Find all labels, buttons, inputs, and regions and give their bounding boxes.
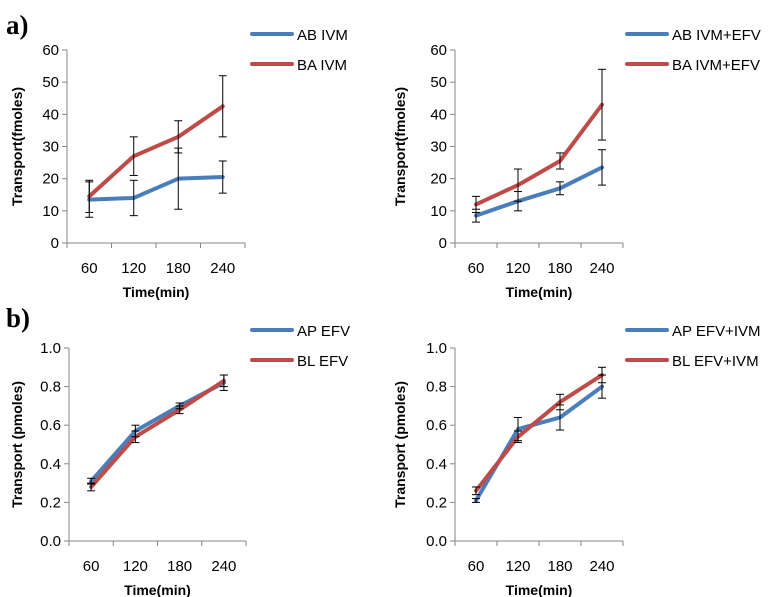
error-bar — [556, 152, 564, 170]
error-bar — [218, 160, 227, 194]
legend-label: BA IVM — [297, 57, 347, 74]
y-tick-label: 0.2 — [40, 494, 61, 511]
error-bar — [472, 195, 480, 213]
x-tick-label: 120 — [505, 260, 530, 277]
x-tick-label: 120 — [123, 558, 148, 575]
x-axis-title: Time(min) — [506, 582, 573, 597]
legend-label: AB IVM+EFV — [672, 27, 761, 44]
y-tick-label: 0.0 — [426, 533, 447, 550]
error-bar — [514, 168, 522, 202]
y-tick-label: 20 — [42, 171, 59, 188]
y-tick-label: 60 — [430, 42, 447, 59]
y-tick-label: 0 — [51, 235, 59, 252]
legend-label: BL EFV — [297, 353, 348, 370]
y-tick-label: 0.4 — [40, 456, 61, 473]
y-tick-label: 30 — [430, 139, 447, 156]
y-tick-label: 40 — [42, 106, 59, 123]
error-bar — [514, 430, 522, 444]
error-bar — [598, 68, 606, 141]
x-tick-label: 60 — [468, 558, 485, 575]
y-tick-label: 1.0 — [40, 340, 61, 357]
x-tick-label: 120 — [505, 558, 530, 575]
error-bar — [129, 179, 138, 217]
x-tick-label: 240 — [210, 260, 235, 277]
x-tick-label: 60 — [83, 558, 100, 575]
series-line-1 — [474, 165, 604, 218]
y-axis-title: Transport (pmoles) — [9, 381, 25, 508]
y-tick-label: 20 — [430, 171, 447, 188]
legend-label: AB IVM — [297, 27, 348, 44]
y-tick-label: 0.8 — [40, 379, 61, 396]
panel-label-b: b) — [6, 303, 30, 333]
y-tick-label: 10 — [430, 203, 447, 220]
error-bar — [87, 482, 96, 492]
series-line-2 — [89, 378, 226, 489]
error-bar — [175, 405, 184, 415]
y-tick-label: 10 — [42, 203, 59, 220]
series-line-2 — [87, 104, 225, 199]
error-bar — [556, 181, 564, 196]
x-tick-label: 60 — [81, 260, 98, 277]
chart-b-right: 0.0 0.2 0.4 0.6 0.8 1.0 60 120 180 240 Time(min) Tr… — [392, 323, 761, 597]
error-bar — [129, 136, 138, 176]
y-tick-label: 0.6 — [40, 417, 61, 434]
x-tick-label: 180 — [166, 260, 191, 277]
chart-a-left: 0 10 20 30 40 50 60 60 120 180 240 Time(min) Transpo… — [9, 27, 348, 300]
panel-label-a: a) — [6, 10, 29, 40]
y-tick-label: 0.2 — [426, 494, 447, 511]
series-line-1 — [87, 175, 225, 202]
error-bar — [472, 498, 480, 503]
y-axis-title: Transport (pmoles) — [392, 381, 408, 508]
y-axis-title: Transport(fmoles) — [392, 87, 408, 206]
x-tick-label: 60 — [468, 260, 485, 277]
y-axis-title: Transport(fmoles) — [9, 87, 25, 206]
error-bar — [598, 366, 606, 384]
y-tick-label: 0.6 — [426, 417, 447, 434]
error-bar — [85, 179, 94, 213]
series-line-2 — [474, 102, 604, 207]
error-bar — [556, 393, 564, 411]
x-tick-label: 120 — [121, 260, 146, 277]
x-axis-title: Time(min) — [124, 582, 191, 597]
y-tick-label: 0 — [439, 235, 447, 252]
x-tick-label: 180 — [547, 558, 572, 575]
y-tick-label: 50 — [42, 74, 59, 91]
x-tick-label: 240 — [211, 558, 236, 575]
error-bar — [472, 486, 480, 496]
y-tick-label: 1.0 — [426, 340, 447, 357]
legend-label: AP EFV — [297, 323, 350, 340]
chart-b-left: 0.0 0.2 0.4 0.6 0.8 1.0 60 120 180 240 Time(min) Tr… — [9, 323, 350, 597]
y-tick-label: 30 — [42, 139, 59, 156]
legend-label: BL EFV+IVM — [672, 353, 759, 370]
x-tick-label: 240 — [589, 558, 614, 575]
y-tick-label: 60 — [42, 42, 59, 59]
y-tick-label: 0.0 — [40, 533, 61, 550]
x-tick-label: 240 — [589, 260, 614, 277]
x-tick-label: 180 — [167, 558, 192, 575]
y-tick-label: 50 — [430, 74, 447, 91]
error-bar — [598, 149, 606, 186]
y-tick-label: 0.4 — [426, 456, 447, 473]
x-axis-title: Time(min) — [506, 284, 573, 300]
x-axis-title: Time(min) — [123, 284, 190, 300]
chart-a-right: 0 10 20 30 40 50 60 60 120 180 240 Time(min) Transpo… — [392, 27, 761, 300]
legend-label: AP EFV+IVM — [672, 323, 761, 340]
legend-label: BA IVM+EFV — [672, 57, 760, 74]
error-bar — [218, 75, 227, 138]
y-tick-label: 40 — [430, 106, 447, 123]
series-line-1 — [474, 384, 604, 503]
x-tick-label: 180 — [547, 260, 572, 277]
error-bar — [174, 120, 183, 154]
series-line-2 — [474, 373, 604, 493]
error-bar — [131, 430, 140, 444]
error-bar — [219, 374, 228, 388]
y-tick-label: 0.8 — [426, 379, 447, 396]
